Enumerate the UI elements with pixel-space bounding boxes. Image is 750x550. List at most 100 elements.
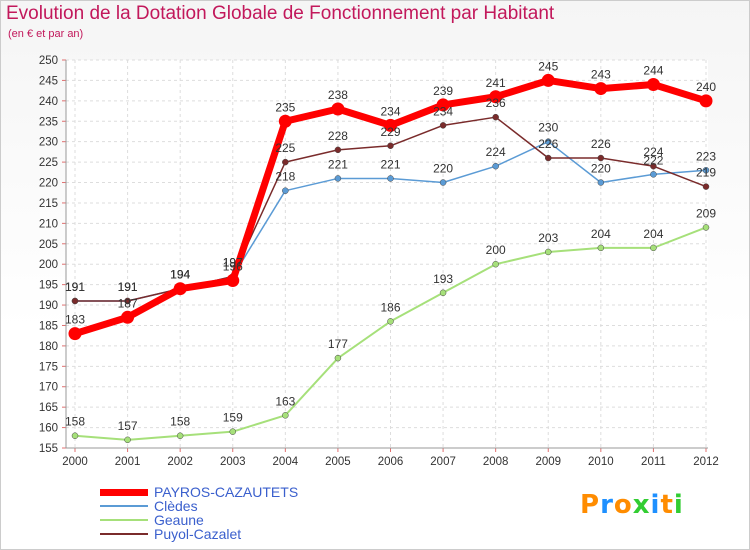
x-tick-label: 2002	[167, 456, 193, 468]
data-point	[384, 118, 397, 132]
x-tick-label: 2006	[378, 456, 404, 468]
y-tick-label: 160	[39, 423, 58, 435]
data-label: 229	[380, 125, 400, 139]
data-point	[387, 142, 394, 150]
data-label: 157	[118, 419, 138, 433]
data-label: 226	[591, 137, 611, 151]
y-tick-label: 250	[39, 55, 58, 67]
data-label: 222	[643, 153, 663, 167]
data-label: 238	[328, 88, 348, 102]
data-point	[334, 175, 342, 182]
data-point	[702, 167, 710, 174]
data-label: 197	[223, 255, 243, 269]
data-point	[226, 274, 240, 288]
data-point	[282, 412, 289, 419]
y-tick-label: 235	[39, 116, 58, 128]
data-label: 158	[65, 415, 85, 429]
data-point	[594, 82, 608, 96]
y-tick-label: 170	[39, 382, 58, 394]
logo-letter: i	[673, 490, 684, 520]
data-label: 219	[696, 166, 716, 180]
data-point	[492, 113, 499, 121]
data-label: 234	[380, 104, 400, 118]
data-point	[68, 327, 82, 341]
data-label: 241	[486, 76, 506, 90]
y-tick-label: 180	[39, 341, 58, 353]
x-tick-label: 2004	[273, 456, 299, 468]
data-point	[387, 318, 394, 325]
logo-letter: t	[660, 490, 674, 520]
logo-letter: P	[580, 490, 601, 520]
data-point	[278, 114, 292, 128]
data-label: 194	[170, 268, 190, 282]
data-point	[597, 154, 605, 162]
x-tick-label: 2012	[693, 456, 719, 468]
data-label: 225	[275, 141, 295, 155]
x-tick-label: 2000	[62, 456, 88, 468]
y-tick-label: 190	[39, 300, 58, 312]
legend-item: Clèdes	[100, 499, 298, 513]
data-label: 221	[380, 157, 400, 171]
legend-swatch	[100, 488, 148, 496]
data-point	[541, 73, 555, 87]
data-label: 194	[170, 268, 190, 282]
data-label: 239	[433, 84, 453, 98]
proxiti-logo: Proxiti	[580, 490, 684, 520]
legend-label: Puyol-Cazalet	[154, 526, 242, 542]
data-label: 221	[328, 157, 348, 171]
data-point	[492, 260, 499, 268]
data-point	[334, 146, 342, 154]
data-point	[176, 432, 184, 439]
data-label: 203	[538, 231, 558, 245]
data-label: 204	[591, 227, 611, 241]
chart-subtitle: (en € et par an)	[8, 28, 84, 40]
x-tick-label: 2005	[325, 456, 351, 468]
data-point	[597, 244, 605, 252]
data-point	[71, 432, 79, 439]
data-label: 187	[118, 296, 138, 310]
legend-swatch	[100, 533, 148, 535]
data-label: 159	[223, 411, 243, 425]
data-point	[545, 154, 552, 162]
data-label: 226	[538, 137, 558, 151]
data-label: 209	[696, 206, 716, 220]
data-label: 186	[380, 300, 400, 314]
data-label: 244	[643, 64, 663, 78]
data-label: 236	[486, 96, 506, 110]
y-tick-label: 225	[39, 157, 58, 169]
legend-swatch	[100, 505, 148, 507]
data-point	[699, 94, 713, 108]
legend-item: Geaune	[100, 513, 298, 527]
data-label: 224	[643, 145, 663, 159]
x-tick-label: 2003	[220, 456, 246, 468]
data-point	[436, 98, 450, 112]
data-point	[650, 244, 657, 252]
data-label: 193	[433, 272, 453, 286]
logo-letter: i	[650, 490, 661, 520]
data-point	[702, 224, 710, 231]
data-label: 234	[433, 104, 453, 118]
logo-letter: o	[613, 490, 633, 520]
legend-label: Clèdes	[154, 498, 198, 514]
legend-item: Puyol-Cazalet	[100, 527, 298, 541]
data-point	[124, 297, 131, 305]
x-tick-label: 2011	[641, 456, 666, 468]
logo-letter: r	[600, 490, 614, 520]
legend-swatch	[100, 519, 148, 521]
data-point	[646, 78, 660, 92]
data-label: 220	[433, 162, 453, 176]
y-tick-label: 195	[39, 280, 58, 292]
logo-letter: x	[632, 490, 651, 520]
data-point	[489, 90, 503, 104]
y-tick-label: 175	[39, 361, 58, 373]
data-point	[439, 289, 447, 297]
y-tick-label: 240	[39, 96, 58, 108]
y-tick-label: 200	[39, 259, 58, 271]
data-label: 177	[328, 337, 348, 351]
y-tick-label: 185	[39, 320, 58, 332]
y-tick-label: 205	[39, 239, 58, 251]
legend-label: PAYROS-CAZAUTETS	[154, 484, 299, 500]
legend-item: PAYROS-CAZAUTETS	[100, 485, 298, 499]
data-label: 228	[328, 129, 348, 143]
data-label: 196	[223, 260, 243, 274]
